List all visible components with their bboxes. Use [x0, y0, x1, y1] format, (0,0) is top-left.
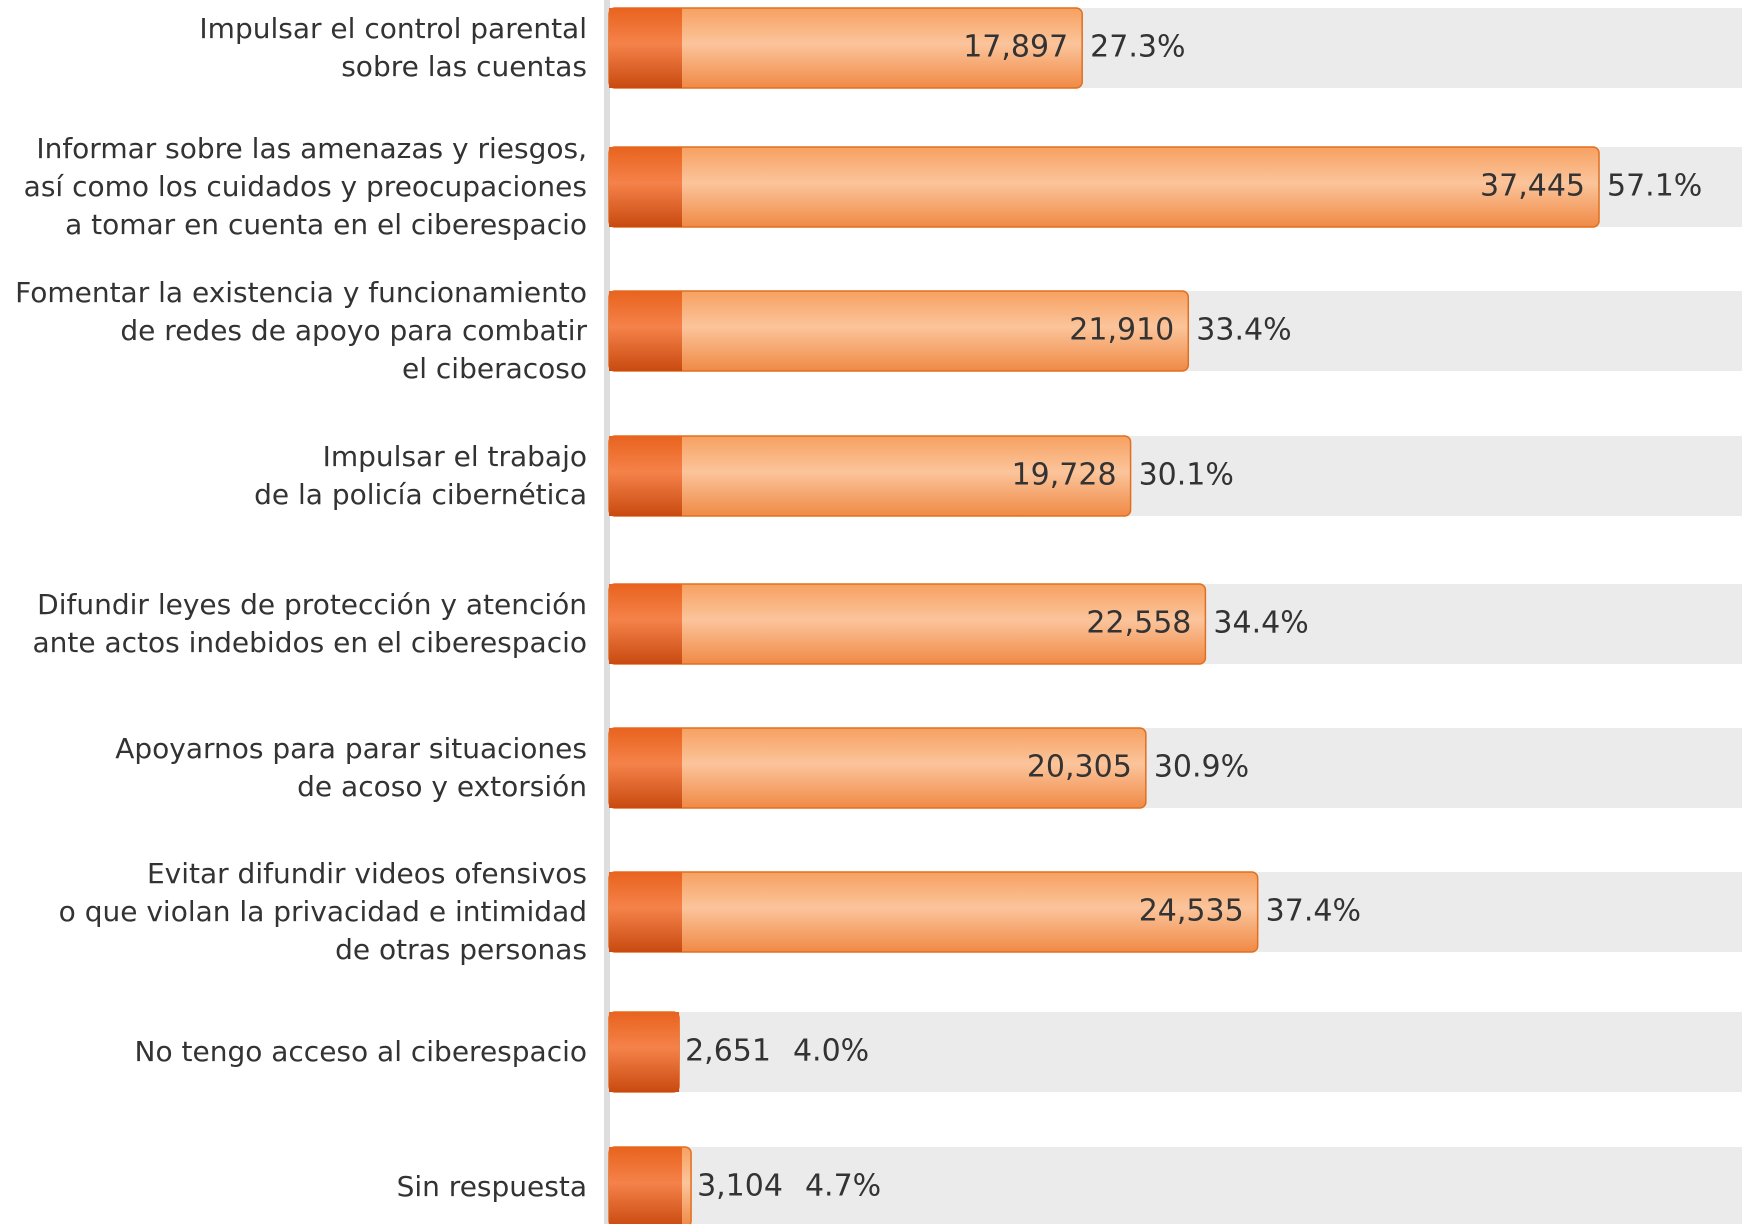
- percent-label: 4.0%: [793, 1034, 869, 1069]
- bar: [608, 1146, 692, 1224]
- percent-label: 57.1%: [1607, 169, 1702, 204]
- category-label: No tengo acceso al ciberespacio: [134, 1035, 587, 1068]
- value-label: 19,728: [1012, 458, 1117, 493]
- value-label: 24,535: [1139, 894, 1244, 929]
- category-label: Impulsar el control parental sobre las c…: [199, 12, 587, 83]
- percent-label: 37.4%: [1266, 894, 1361, 929]
- value-label: 37,445: [1480, 169, 1585, 204]
- bar: [608, 583, 1207, 665]
- value-label: 20,305: [1027, 750, 1132, 785]
- category-label: Evitar difundir videos ofensivos o que v…: [58, 857, 587, 966]
- category-label: Informar sobre las amenazas y riesgos, a…: [23, 132, 587, 241]
- bar: [608, 435, 1132, 517]
- category-label: Difundir leyes de protección y atención …: [32, 588, 587, 659]
- value-label: 3,104: [697, 1169, 783, 1204]
- value-label: 21,910: [1069, 313, 1174, 348]
- value-label: 17,897: [963, 30, 1068, 65]
- value-label: 22,558: [1086, 606, 1191, 641]
- percent-label: 27.3%: [1090, 30, 1185, 65]
- bar: [608, 871, 1259, 953]
- percent-label: 34.4%: [1213, 606, 1308, 641]
- percent-label: 33.4%: [1196, 313, 1291, 348]
- row-background: [609, 1147, 1742, 1224]
- category-label: Impulsar el trabajo de la policía cibern…: [254, 440, 587, 511]
- category-label: Fomentar la existencia y funcionamiento …: [15, 276, 587, 385]
- bar: [608, 146, 1600, 228]
- value-label: 2,651: [685, 1034, 771, 1069]
- axis-shadow: [604, 0, 610, 1224]
- bar: [608, 1011, 680, 1093]
- bar: [608, 7, 1083, 89]
- bar: [608, 727, 1147, 809]
- category-label: Sin respuesta: [396, 1170, 587, 1203]
- category-label: Apoyarnos para parar situaciones de acos…: [115, 732, 587, 803]
- row-background: [609, 1012, 1742, 1092]
- percent-label: 30.9%: [1154, 750, 1249, 785]
- percent-label: 4.7%: [805, 1169, 881, 1204]
- bar: [608, 290, 1190, 372]
- percent-label: 30.1%: [1139, 458, 1234, 493]
